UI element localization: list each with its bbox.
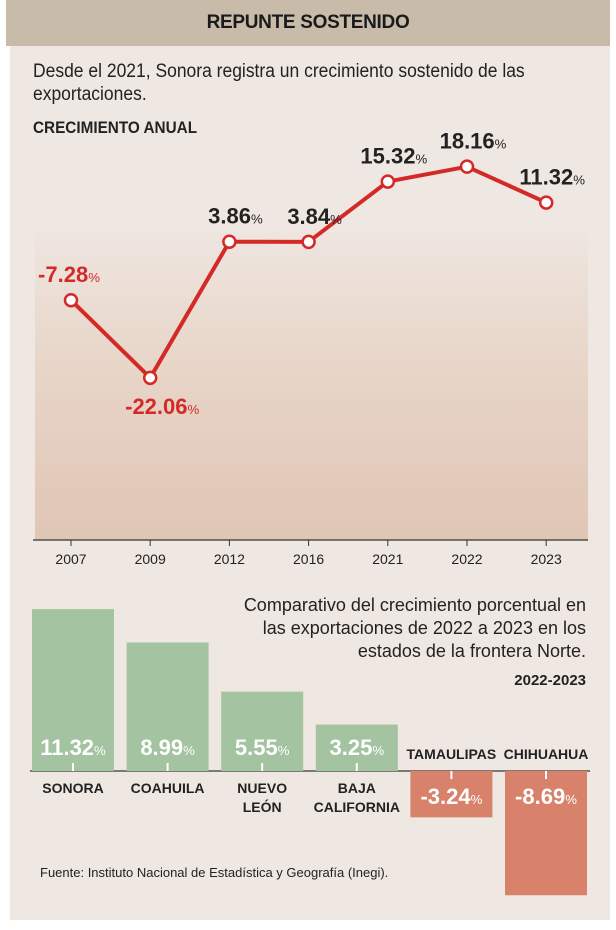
source-note: Fuente: Instituto Nacional de Estadístic… xyxy=(40,865,389,880)
x-tick-label: 2023 xyxy=(531,551,562,567)
x-tick-label: 2007 xyxy=(55,551,86,567)
x-tick-label: 2009 xyxy=(135,551,166,567)
header-bar: REPUNTE SOSTENIDO xyxy=(6,0,610,46)
bar xyxy=(126,642,209,771)
data-label: 3.86% xyxy=(208,204,263,229)
data-point xyxy=(459,159,475,174)
bar-category-label: CHIHUAHUA xyxy=(504,746,589,762)
bar-value-label: 11.32% xyxy=(40,735,106,760)
bar-value-label: 8.99% xyxy=(140,735,195,760)
bar-category-label: COAHUILA xyxy=(131,780,205,796)
intro-text: Desde el 2021, Sonora registra un crecim… xyxy=(33,61,525,105)
x-tick-label: 2016 xyxy=(293,551,324,567)
series-line xyxy=(69,164,548,380)
bar-chart-period: 2022-2023 xyxy=(514,672,586,689)
bar xyxy=(505,771,587,896)
data-label: 18.16% xyxy=(440,129,507,154)
bar-value-label: -8.69% xyxy=(515,784,577,809)
page-title: REPUNTE SOSTENIDO xyxy=(206,12,410,33)
bar-value-label: -3.24% xyxy=(420,784,482,809)
data-point xyxy=(380,174,396,189)
data-label: 15.32% xyxy=(360,144,427,169)
container-photo-background xyxy=(35,220,588,540)
bar-chart-title: Comparativo del crecimiento porcentual e… xyxy=(243,595,586,661)
x-tick-label: 2022 xyxy=(451,551,482,567)
bar-category-label: TAMAULIPAS xyxy=(407,746,497,762)
data-point xyxy=(301,234,316,250)
line-chart-title: CRECIMIENTO ANUAL xyxy=(33,118,198,137)
data-point xyxy=(63,292,79,308)
bar-category-label: LEÓN xyxy=(243,798,282,815)
data-point xyxy=(222,234,237,249)
bar xyxy=(32,609,114,771)
bar-category-label: NUEVO xyxy=(237,780,287,796)
bar-category-label: SONORA xyxy=(42,780,103,796)
x-tick-label: 2021 xyxy=(372,551,403,567)
data-point xyxy=(538,195,554,210)
bar-value-label: 5.55% xyxy=(235,735,290,760)
data-label: 3.84% xyxy=(287,204,342,229)
x-tick-label: 2012 xyxy=(214,551,245,567)
data-label: 11.32% xyxy=(519,165,585,190)
bar-category-label: CALIFORNIA xyxy=(314,799,400,815)
data-label: -7.28% xyxy=(38,262,100,287)
bar xyxy=(221,691,304,771)
bar-value-label: 3.25% xyxy=(330,735,385,760)
data-point xyxy=(142,370,158,386)
data-label: -22.06% xyxy=(125,394,199,419)
bar-category-label: BAJA xyxy=(338,780,376,796)
